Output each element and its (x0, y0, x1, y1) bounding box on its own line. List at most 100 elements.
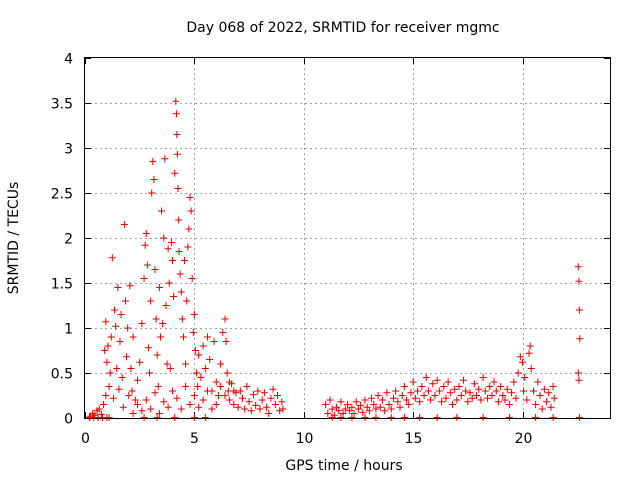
data-point-0-246 (514, 369, 522, 377)
data-point-0-267 (575, 277, 583, 285)
data-point-0-54 (156, 333, 164, 341)
data-point-0-69 (172, 110, 180, 118)
data-point-1-21 (479, 414, 487, 421)
data-point-0-17 (111, 306, 119, 314)
data-point-0-196 (405, 401, 413, 408)
data-point-0-89 (191, 347, 199, 354)
data-point-0-202 (418, 383, 426, 390)
data-point-0-199 (411, 394, 419, 402)
data-point-0-67 (171, 169, 179, 177)
data-point-0-208 (431, 392, 439, 399)
data-point-0-14 (107, 333, 115, 341)
data-point-0-249 (520, 387, 528, 395)
data-point-0-76 (177, 288, 185, 296)
data-point-0-138 (147, 405, 155, 413)
data-point-0-55 (158, 207, 166, 215)
data-point-1-7 (153, 414, 161, 421)
data-point-0-233 (486, 383, 494, 390)
data-point-0-210 (435, 387, 443, 395)
data-point-0-201 (416, 398, 424, 406)
data-point-1-16 (387, 414, 395, 421)
data-point-0-253 (526, 342, 534, 350)
data-point-0-88 (190, 311, 198, 318)
data-point-0-119 (249, 391, 257, 399)
data-point-0-52 (154, 383, 162, 390)
data-point-0-37 (136, 358, 144, 366)
data-point-0-132 (278, 398, 286, 406)
data-point-0-193 (398, 392, 406, 399)
data-point-0-247 (516, 353, 524, 361)
data-point-0-171 (350, 410, 358, 417)
y-tick-label-3: 1.5 (51, 277, 73, 293)
data-point-0-240 (501, 396, 509, 404)
data-point-0-147 (186, 401, 194, 408)
data-point-0-176 (361, 396, 369, 404)
data-point-0-20 (114, 284, 122, 291)
data-point-0-155 (221, 392, 229, 399)
x-tick-label-0: 0 (81, 431, 90, 447)
data-point-0-118 (247, 407, 255, 415)
data-point-0-92 (195, 351, 203, 359)
data-point-0-261 (543, 398, 551, 406)
data-point-0-258 (536, 392, 544, 399)
data-point-0-136 (138, 407, 146, 415)
data-point-0-159 (324, 410, 332, 417)
data-point-0-250 (521, 374, 529, 381)
data-point-0-228 (475, 385, 483, 393)
data-point-0-61 (164, 245, 172, 253)
data-point-0-174 (357, 401, 365, 409)
data-point-0-35 (131, 396, 139, 404)
data-point-0-187 (385, 401, 393, 408)
data-point-0-127 (267, 394, 275, 402)
data-point-0-68 (172, 97, 180, 105)
data-point-0-200 (414, 387, 421, 395)
data-point-1-6 (140, 414, 148, 421)
data-point-0-70 (173, 131, 181, 138)
data-point-0-266 (574, 263, 582, 271)
data-point-1-12 (337, 414, 345, 421)
data-point-0-99 (210, 338, 218, 345)
data-point-0-166 (339, 410, 347, 417)
data-point-0-152 (208, 405, 216, 413)
data-point-0-129 (271, 401, 279, 408)
data-point-0-82 (184, 243, 192, 251)
data-point-0-72 (174, 185, 182, 192)
data-point-0-256 (532, 401, 540, 408)
data-point-0-177 (363, 403, 371, 411)
data-point-0-134 (129, 410, 137, 417)
data-point-0-101 (214, 392, 222, 399)
y-tick-label-1: 0.5 (51, 367, 73, 383)
axis-ticks: 0 5 10 15 20 0 0.5 1 1.5 2 2.5 3 3.5 4 (51, 52, 610, 447)
data-point-0-244 (510, 378, 518, 386)
data-point-0-251 (523, 396, 531, 404)
data-point-0-32 (127, 365, 135, 372)
y-axis-label: SRMTID / TECUs (6, 182, 22, 295)
data-point-0-140 (155, 410, 163, 417)
data-point-0-224 (466, 389, 474, 397)
data-point-0-227 (473, 392, 481, 399)
data-point-0-85 (187, 207, 195, 215)
data-point-0-226 (470, 380, 478, 388)
data-point-0-180 (370, 401, 378, 408)
data-point-0-161 (328, 405, 336, 413)
y-tick-label-8: 4 (64, 52, 73, 68)
data-point-0-7 (102, 392, 110, 399)
data-point-1-25 (575, 414, 583, 421)
data-point-1-9 (190, 414, 198, 421)
data-point-0-220 (457, 392, 465, 399)
data-point-0-97 (206, 356, 214, 363)
data-point-1-24 (549, 414, 557, 421)
data-point-0-25 (119, 403, 127, 411)
data-point-0-11 (104, 342, 112, 350)
data-point-0-260 (540, 385, 548, 393)
data-point-0-179 (368, 394, 376, 402)
data-point-0-110 (230, 401, 238, 408)
data-point-0-236 (492, 387, 500, 395)
data-point-0-24 (118, 374, 126, 381)
data-point-0-18 (112, 322, 120, 330)
data-point-0-115 (241, 405, 249, 413)
data-point-0-203 (420, 392, 428, 399)
data-point-0-46 (148, 189, 156, 197)
data-point-0-189 (389, 394, 397, 402)
data-point-0-51 (153, 351, 161, 359)
